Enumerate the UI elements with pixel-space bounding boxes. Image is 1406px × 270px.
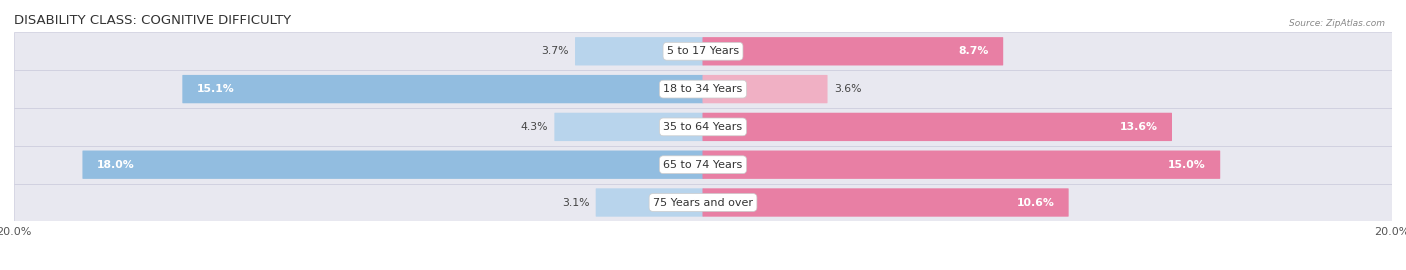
Text: 15.1%: 15.1% [197,84,235,94]
FancyBboxPatch shape [14,146,1392,184]
FancyBboxPatch shape [703,37,1004,66]
Text: 5 to 17 Years: 5 to 17 Years [666,46,740,56]
FancyBboxPatch shape [554,113,703,141]
FancyBboxPatch shape [703,188,1069,217]
FancyBboxPatch shape [14,184,1392,221]
Text: 4.3%: 4.3% [520,122,548,132]
FancyBboxPatch shape [14,32,1392,70]
Text: 3.1%: 3.1% [562,197,589,208]
Legend: Male, Female: Male, Female [647,268,759,270]
Text: 15.0%: 15.0% [1168,160,1206,170]
FancyBboxPatch shape [14,70,1392,108]
Text: DISABILITY CLASS: COGNITIVE DIFFICULTY: DISABILITY CLASS: COGNITIVE DIFFICULTY [14,14,291,27]
Text: 35 to 64 Years: 35 to 64 Years [664,122,742,132]
Text: 18 to 34 Years: 18 to 34 Years [664,84,742,94]
FancyBboxPatch shape [83,150,703,179]
Text: 3.7%: 3.7% [541,46,568,56]
FancyBboxPatch shape [596,188,703,217]
FancyBboxPatch shape [575,37,703,66]
Text: 13.6%: 13.6% [1119,122,1157,132]
FancyBboxPatch shape [183,75,703,103]
Text: 10.6%: 10.6% [1017,197,1054,208]
Text: 65 to 74 Years: 65 to 74 Years [664,160,742,170]
Text: 8.7%: 8.7% [959,46,988,56]
Text: 18.0%: 18.0% [97,160,135,170]
FancyBboxPatch shape [703,113,1173,141]
FancyBboxPatch shape [14,108,1392,146]
Text: 75 Years and over: 75 Years and over [652,197,754,208]
FancyBboxPatch shape [703,75,828,103]
Text: 3.6%: 3.6% [834,84,862,94]
FancyBboxPatch shape [703,150,1220,179]
Text: Source: ZipAtlas.com: Source: ZipAtlas.com [1289,19,1385,28]
